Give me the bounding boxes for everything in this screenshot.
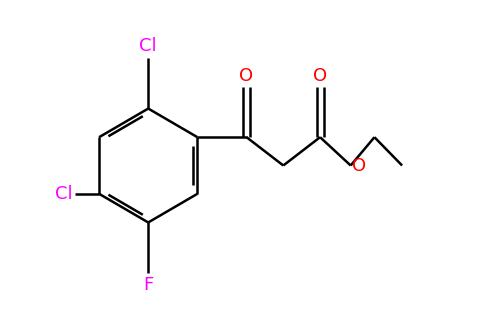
- Text: O: O: [352, 157, 366, 174]
- Text: Cl: Cl: [55, 185, 72, 203]
- Text: Cl: Cl: [139, 37, 157, 56]
- Text: O: O: [313, 67, 327, 85]
- Text: F: F: [143, 275, 153, 294]
- Text: O: O: [240, 67, 254, 85]
